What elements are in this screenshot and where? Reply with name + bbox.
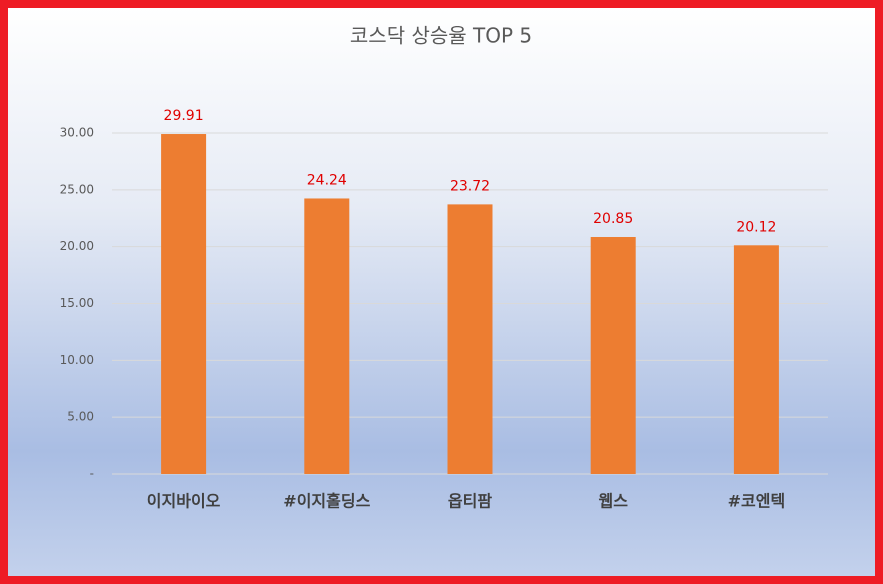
y-tick-label: 5.00 <box>67 410 94 424</box>
y-tick-label: 25.00 <box>60 182 94 196</box>
bar <box>590 237 636 474</box>
bar <box>733 245 779 474</box>
x-tick-label: 웹스 <box>598 492 628 511</box>
x-tick-label: #이지홀딩스 <box>283 492 370 511</box>
data-label: 23.72 <box>450 178 490 194</box>
y-tick-label: - <box>90 467 94 481</box>
y-tick-label: 30.00 <box>60 126 94 140</box>
y-tick-label: 15.00 <box>60 296 94 310</box>
bar <box>161 134 207 474</box>
data-label: 20.12 <box>736 219 776 235</box>
data-label: 20.85 <box>593 211 633 227</box>
data-label: 24.24 <box>307 172 347 188</box>
x-tick-label: #코엔텍 <box>728 492 786 511</box>
y-tick-label: 20.00 <box>60 239 94 253</box>
y-tick-label: 10.00 <box>60 353 94 367</box>
bar <box>304 198 350 475</box>
chart-title: 코스닥 상승율 TOP 5 <box>350 24 532 48</box>
x-tick-label: 옵티팜 <box>448 492 492 511</box>
x-tick-label: 이지바이오 <box>147 492 221 511</box>
chart: 코스닥 상승율 TOP 5 - 5.00 10.00 15.00 20.00 25.00 3… <box>60 24 828 511</box>
bar <box>447 204 493 474</box>
data-label: 29.91 <box>164 108 204 124</box>
